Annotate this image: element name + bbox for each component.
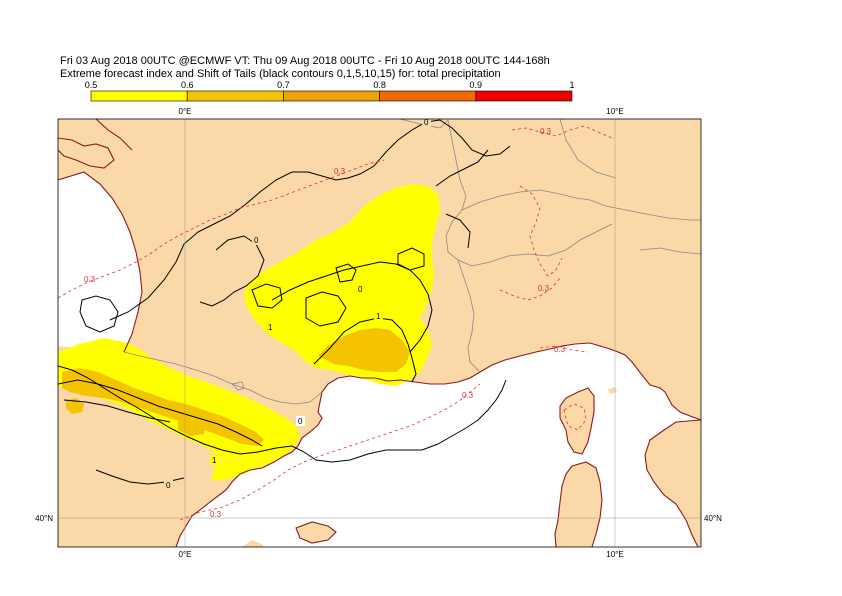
legend-tick-label: 0.7 <box>277 80 290 90</box>
sot-contour-1-spain-b <box>63 399 171 423</box>
country-borders <box>123 119 701 405</box>
map-frame <box>57 118 702 548</box>
sot-label-0-bg-c <box>164 480 173 490</box>
lat-label-right-40N: 40°N <box>704 514 722 523</box>
sot-label-0-bg-e <box>296 416 305 426</box>
lon-label-bottom-0E: 0°E <box>179 550 192 559</box>
sea-biscay <box>58 172 142 352</box>
efi-band-06-france <box>318 328 410 372</box>
lon-label-bottom-10E: 10°E <box>606 550 623 559</box>
sot-contour-1-loop-b <box>305 291 347 327</box>
efi-label-03-d: 0.3 <box>538 284 550 293</box>
coast-sardinia <box>554 461 603 547</box>
efi-03-contour-france <box>58 159 385 299</box>
sot-contour-1-spain <box>58 379 263 447</box>
coast-mediterranean <box>175 342 701 547</box>
legend-tick-label: 0.5 <box>85 80 98 90</box>
efi-band-06-spain-b <box>66 398 84 414</box>
sot-label-0-b: 0 <box>254 236 259 245</box>
sot-label-0-c: 0 <box>166 481 171 490</box>
sot-contour-1-loop-e <box>313 317 417 383</box>
coast-italy-south <box>644 419 701 547</box>
efi-label-03-g: 0.3 <box>210 510 222 519</box>
sot-contour-0-mid <box>199 235 265 307</box>
sot-label-0-bg-d <box>356 284 365 294</box>
sot-contour-0-east <box>435 149 489 187</box>
sot-contour-1-loop-d <box>397 247 425 271</box>
sot-label-0-bg-b <box>252 235 261 245</box>
contour-labels: 0 0 0 0 0 1 1 1 0.3 0.3 0.3 0.3 0.3 0.3 … <box>84 118 566 519</box>
sot-label-0-bg-a <box>422 119 431 127</box>
sot-label-1-bg-b <box>374 311 383 321</box>
border-switzerland-north <box>461 189 591 211</box>
lat-label-left-40N: 40°N <box>35 514 53 523</box>
sot-label-0-e: 0 <box>298 417 303 426</box>
sot-label-0-d: 0 <box>358 285 363 294</box>
legend-tick-label: 0.9 <box>470 80 483 90</box>
colorbar-legend: 0.5 0.6 0.7 0.8 0.9 1 <box>85 80 575 102</box>
graticule <box>58 119 701 547</box>
land-balearic-mallorca <box>296 522 336 543</box>
border-france-germany <box>447 119 467 211</box>
efi-03-contours <box>58 125 613 521</box>
lon-label-top-10E: 10°E <box>606 107 623 116</box>
sot-contour-1-loop-c <box>335 263 357 283</box>
land-sardinia <box>555 462 602 547</box>
coast-mallorca <box>295 521 337 544</box>
border-germany-czech <box>559 119 617 179</box>
legend-color-box <box>475 90 573 102</box>
coast-channel <box>95 119 133 151</box>
border-austria <box>589 199 701 221</box>
sot-label-1-b: 1 <box>376 312 381 321</box>
efi-label-03-e: 0.3 <box>554 345 566 354</box>
lon-label-top-0E: 0°E <box>179 107 192 116</box>
efi-03-contour-alps <box>519 185 563 277</box>
title-line-1: Fri 03 Aug 2018 00UTC @ECMWF VT: Thu 09 … <box>60 55 550 67</box>
sot-label-0-a: 0 <box>424 118 429 127</box>
coast-corsica <box>559 387 595 455</box>
border-slovenia <box>639 247 701 255</box>
efi-03-contour-sea <box>179 383 481 521</box>
sot-contour-0-sea <box>58 365 507 463</box>
sot-contour-0-main <box>109 119 511 321</box>
efi-label-03-f: 0.3 <box>462 391 474 400</box>
land-corsica <box>560 388 594 454</box>
efi-label-03-a: 0.3 <box>540 127 552 136</box>
sot-label-1-bg-c <box>210 455 219 465</box>
efi-label-03-b: 0.3 <box>334 167 346 176</box>
sot-label-1-bg-a <box>266 322 275 332</box>
efi-label-03-c: 0.3 <box>84 275 96 284</box>
border-france-italy <box>457 259 481 373</box>
coast-brittany <box>58 137 115 169</box>
efi-03-contour-italy-west <box>499 277 561 301</box>
sot-contour-0-east-2 <box>445 213 471 249</box>
axis-labels: 0°E 10°E 0°E 10°E 40°N 40°N <box>35 107 722 559</box>
coastlines <box>58 119 701 547</box>
legend-tick-label: 0.8 <box>373 80 386 90</box>
border-andorra <box>231 381 245 391</box>
land-italy <box>645 420 701 547</box>
sot-label-1-c: 1 <box>212 456 217 465</box>
legend-tick-label: 1 <box>569 80 574 90</box>
sot-contour-1-loop-a <box>251 283 283 309</box>
sot-contour-0-west <box>79 295 119 333</box>
land-balearic-ibiza <box>242 540 264 547</box>
sot-contours <box>58 119 511 485</box>
efi-03-contour-ligurian <box>539 345 589 353</box>
efi-shading <box>58 184 440 480</box>
border-switzerland-south <box>457 223 613 267</box>
sot-label-1-a: 1 <box>268 323 273 332</box>
title-line-2: Extreme forecast index and Shift of Tail… <box>60 68 501 80</box>
coast-biscay <box>58 171 143 353</box>
legend-tick-label: 0.6 <box>181 80 194 90</box>
sot-contour-1-france <box>271 261 433 353</box>
